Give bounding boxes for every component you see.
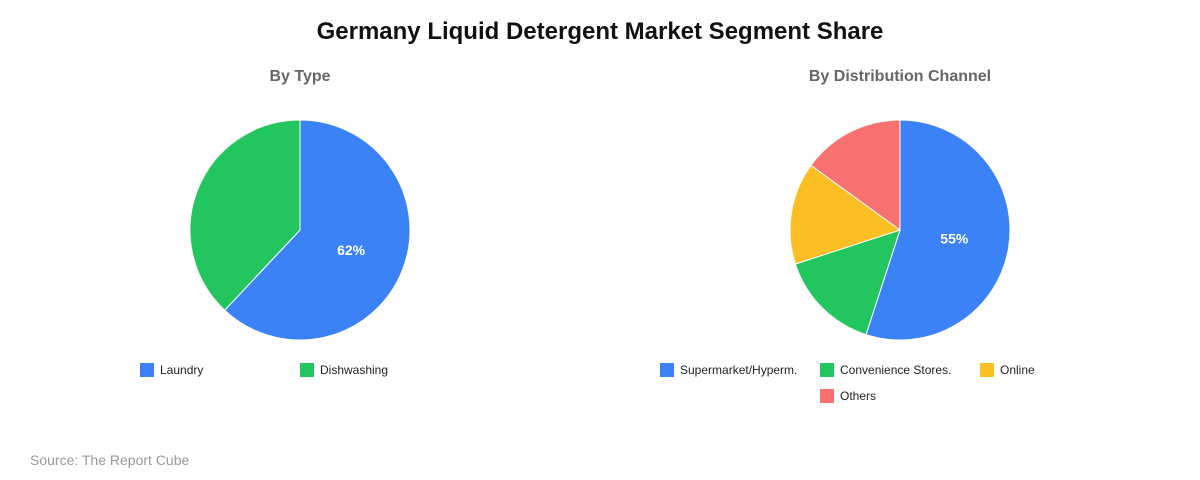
legend-label: Laundry: [160, 363, 204, 377]
data-label-laundry: 62%: [337, 242, 366, 258]
legend-item-supermarket-hyperm: Supermarket/Hyperm.: [660, 362, 797, 378]
legend-item-convenience-stores: Convenience Stores.: [820, 362, 951, 378]
chart-by-distribution-channel: By Distribution Channel 55% Supermarket/…: [600, 0, 1200, 440]
chart-subtitle-by-type: By Type: [269, 68, 331, 85]
legend-swatch: [300, 363, 314, 377]
pie-slice-convenience-stores: [794, 229, 901, 336]
pie-slice-others: [810, 119, 901, 231]
pie-slice-dishwashing: [189, 119, 301, 311]
legend-item-online: Online: [980, 362, 1035, 378]
legend-label: Dishwashing: [320, 363, 389, 377]
legend-label: Online: [1000, 363, 1035, 377]
legend-swatch: [820, 389, 834, 403]
chart-title: Germany Liquid Detergent Market Segment …: [316, 18, 884, 45]
legend-swatch: [660, 363, 674, 377]
legend-item-others: Others: [820, 388, 876, 404]
pie-slice-supermarket-hyperm: [865, 119, 1011, 341]
source-note: Source: The Report Cube: [30, 452, 190, 468]
chart-by-type: By Type 62% Laundry Dishwashing: [0, 0, 600, 440]
legend-swatch: [980, 363, 994, 377]
legend-label: Supermarket/Hyperm.: [680, 363, 798, 377]
legend-swatch: [820, 363, 834, 377]
legend-swatch: [140, 363, 154, 377]
chart-subtitle-by-distribution-channel: By Distribution Channel: [808, 68, 992, 85]
data-label-supermarket-hyperm: 55%: [940, 231, 969, 247]
legend-label: Others: [840, 389, 877, 403]
pie-slice-online: [789, 164, 902, 265]
legend-item-dishwashing: Dishwashing: [300, 362, 388, 378]
legend-item-laundry: Laundry: [140, 362, 203, 378]
pie-slice-laundry: [223, 119, 411, 341]
legend-label: Convenience Stores.: [840, 363, 952, 377]
pie-chart-by-distribution-channel: 55%: [789, 119, 1011, 341]
pie-chart-by-type: 62%: [189, 119, 411, 341]
